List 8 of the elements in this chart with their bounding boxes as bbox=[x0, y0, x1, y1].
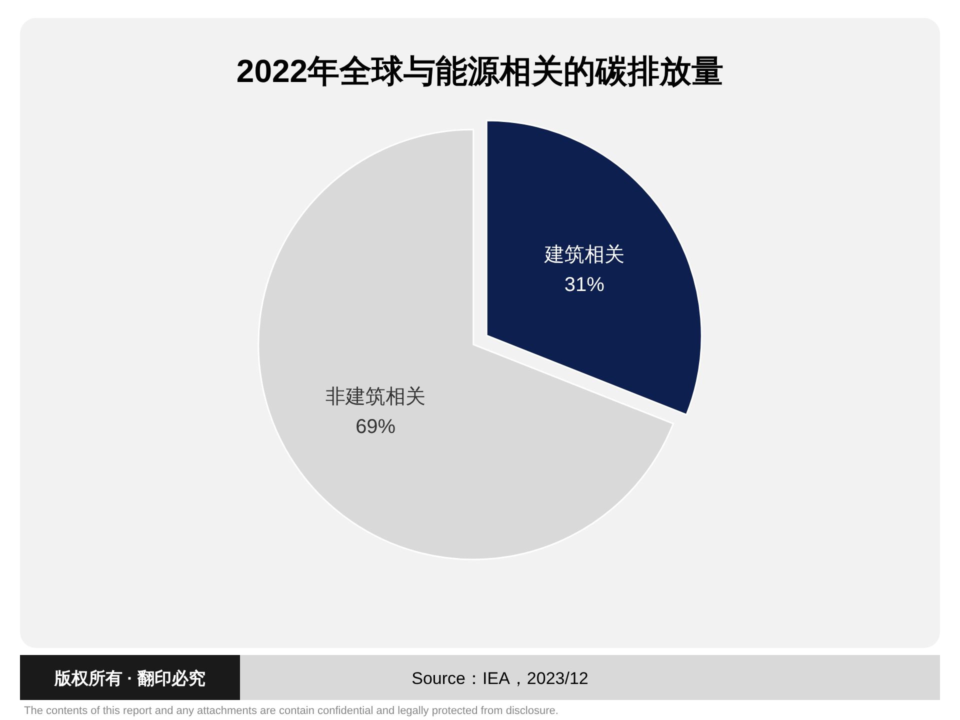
slice-label: 非建筑相关 bbox=[326, 386, 426, 408]
data-label: 31% bbox=[564, 274, 605, 296]
text: 版权所有 · 翻印必究 bbox=[53, 669, 206, 688]
text: The contents of this report and any attachments are contain confidential and legally protected from disclosure. bbox=[24, 705, 558, 717]
slice-label: 建筑相关 bbox=[543, 244, 624, 266]
data-label: 69% bbox=[356, 416, 396, 438]
source-note: Source：IEA，2023/12 bbox=[412, 669, 588, 688]
chart-title: 2022年全球与能源相关的碳排放量 bbox=[236, 53, 724, 89]
